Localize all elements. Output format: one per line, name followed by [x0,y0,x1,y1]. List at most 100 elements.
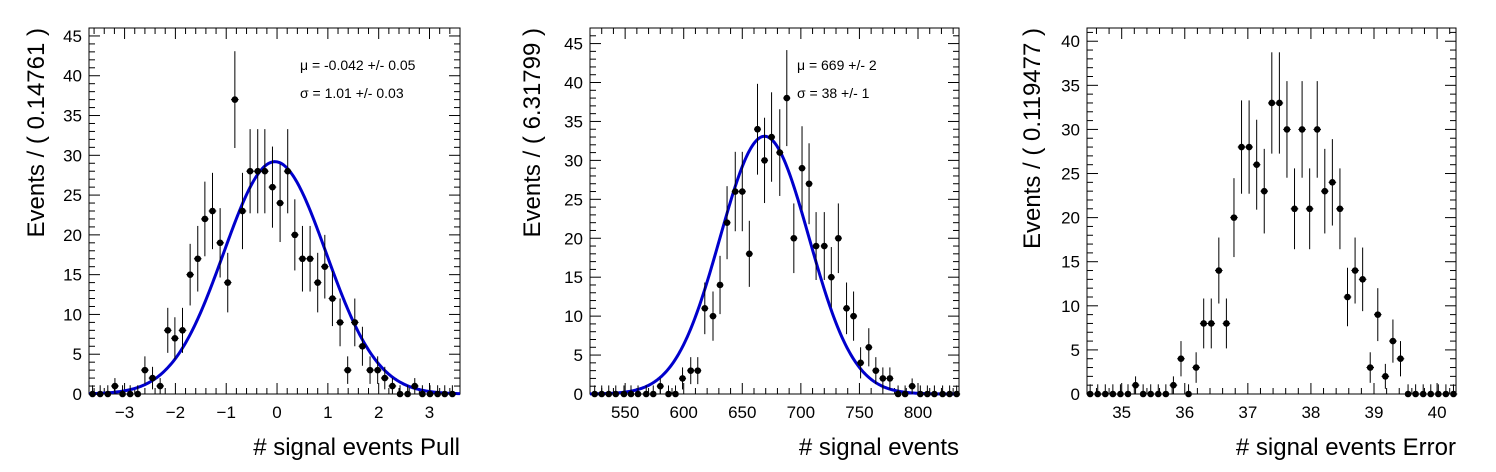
data-point [605,385,613,398]
data-point [253,129,262,214]
data-point [426,385,434,398]
data-marker [1170,381,1177,389]
data-point [208,172,217,250]
data-point [328,270,337,327]
fit-curve [589,134,959,396]
data-marker [1306,205,1313,213]
data-marker [374,366,381,374]
y-tick-label: 25 [1061,165,1080,184]
data-marker [598,390,606,398]
data-point [1358,247,1367,312]
data-marker [1450,390,1457,398]
data-marker [790,234,798,242]
y-tick-label: 25 [63,186,82,205]
data-marker [419,390,426,398]
data-marker [894,390,902,398]
y-tick-label: 5 [1071,341,1080,360]
plot-panel-3: 35 36 37 38 39 40 0 5 10 15 20 25 30 35 40 # signal eve… [1019,27,1458,461]
data-point [216,208,224,278]
data-point [1434,384,1443,398]
y-tick-label: 10 [564,307,583,326]
data-marker [314,279,321,286]
y-tick-label: 40 [564,74,583,93]
data-marker [239,207,246,215]
x-tick-label: 38 [1301,403,1320,422]
data-marker [953,390,960,398]
data-point [1381,363,1390,389]
data-point [433,385,442,398]
data-point [1374,288,1382,342]
data-marker [1336,205,1344,213]
data-marker [879,375,887,382]
x-tick-label: 36 [1175,403,1194,422]
data-marker [261,167,269,175]
data-marker [1359,276,1366,283]
data-point [96,385,104,398]
data-point [591,385,599,398]
y-tick-label: 35 [1061,76,1080,95]
data-marker [746,250,753,258]
data-marker [924,390,931,398]
data-point [171,317,179,360]
data-point [1124,384,1132,398]
data-point [850,291,858,341]
data-marker [1109,390,1117,398]
data-marker [917,390,924,398]
data-point [946,385,954,398]
data-marker [96,390,104,398]
data-marker [126,390,134,398]
data-point [88,385,97,398]
y-axis-title: Events / ( 6.31799 ) [519,28,546,237]
y-tick-label: 10 [1061,297,1080,316]
data-marker [1344,293,1351,301]
data-marker [1124,390,1132,398]
data-marker [1117,390,1124,398]
data-point [1260,148,1269,234]
data-point [627,385,635,398]
data-marker [246,167,254,175]
data-marker [843,305,850,312]
data-point [768,92,776,182]
data-point [1139,384,1147,398]
x-tick-label: −3 [115,403,134,422]
data-point [380,366,389,390]
data-marker [171,335,179,342]
data-marker [716,281,724,289]
data-point [366,356,374,384]
data-point [261,129,269,214]
data-point [343,356,352,384]
data-marker [1404,390,1412,398]
data-marker [1238,143,1245,151]
data-marker [111,382,119,390]
data-point [246,129,254,214]
data-marker [1268,99,1276,107]
data-point [1396,341,1405,377]
data-point [679,367,687,390]
data-point [843,282,851,335]
data-marker [1397,355,1404,363]
data-marker [426,390,434,398]
data-point [827,247,835,308]
data-point [268,146,277,228]
data-marker [1283,126,1291,133]
data-point [1207,298,1216,349]
data-marker [850,312,857,320]
data-point [930,385,938,398]
y-axis-title: Events / ( 0.119477 ) [1019,28,1046,249]
data-point [1177,341,1185,377]
y-tick-label: 35 [63,107,82,126]
data-marker [186,271,194,278]
data-marker [605,390,613,398]
x-tick-label: 750 [845,403,873,422]
data-point [103,385,112,398]
y-tick-label: 20 [1061,209,1080,228]
data-marker [672,390,679,398]
data-marker [276,199,284,207]
data-point [642,385,650,398]
data-point [1268,52,1276,154]
data-point [1086,384,1094,398]
data-point [612,385,620,398]
data-point [783,50,791,147]
data-point [620,385,628,398]
